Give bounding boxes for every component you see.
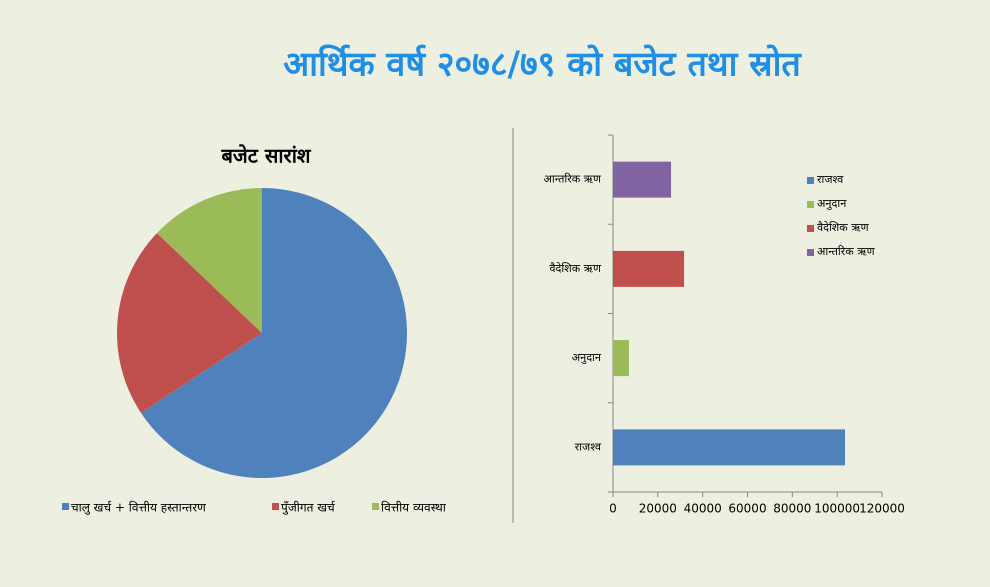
legend-label: पुँजीगत खर्च [281,501,336,516]
y-tick-label: राजश्व [575,440,602,453]
x-tick-label: 120000 [859,502,905,516]
page-title: आर्थिक वर्ष २०७८/७९ को बजेट तथा स्रोत [283,44,802,85]
legend-swatch [272,503,279,510]
pie-slice [156,188,262,333]
bar [613,429,846,466]
bar [613,250,685,287]
y-tick-label: आन्तरिक ऋण [543,173,602,186]
x-tick-label: 40000 [684,502,722,516]
legend-swatch [62,503,69,510]
pie-slice [141,188,407,478]
pie-title: बजेट सारांश [221,144,312,168]
legend-label: चालु खर्च + वित्तीय हस्तान्तरण [71,501,206,516]
legend-label: वित्तीय व्यवस्था [381,501,447,515]
legend-swatch [372,503,379,510]
legend-swatch [807,225,814,232]
legend-label: वैदेशिक ऋण [817,221,870,234]
legend-swatch [807,201,814,208]
bar [613,161,672,198]
y-tick-label: अनुदान [572,351,602,364]
x-tick-label: 80000 [773,502,811,516]
legend-label: अनुदान [817,197,847,210]
legend-swatch [807,249,814,256]
legend-label: राजश्व [817,173,844,186]
x-tick-label: 60000 [728,502,766,516]
x-tick-label: 0 [609,502,617,516]
x-tick-label: 20000 [639,502,677,516]
legend-label: आन्तरिक ऋण [817,245,876,258]
pie-slice [117,233,262,413]
legend-swatch [807,177,814,184]
y-tick-label: वैदेशिक ऋण [549,262,602,275]
x-tick-label: 100000 [814,502,860,516]
bar [613,340,629,377]
